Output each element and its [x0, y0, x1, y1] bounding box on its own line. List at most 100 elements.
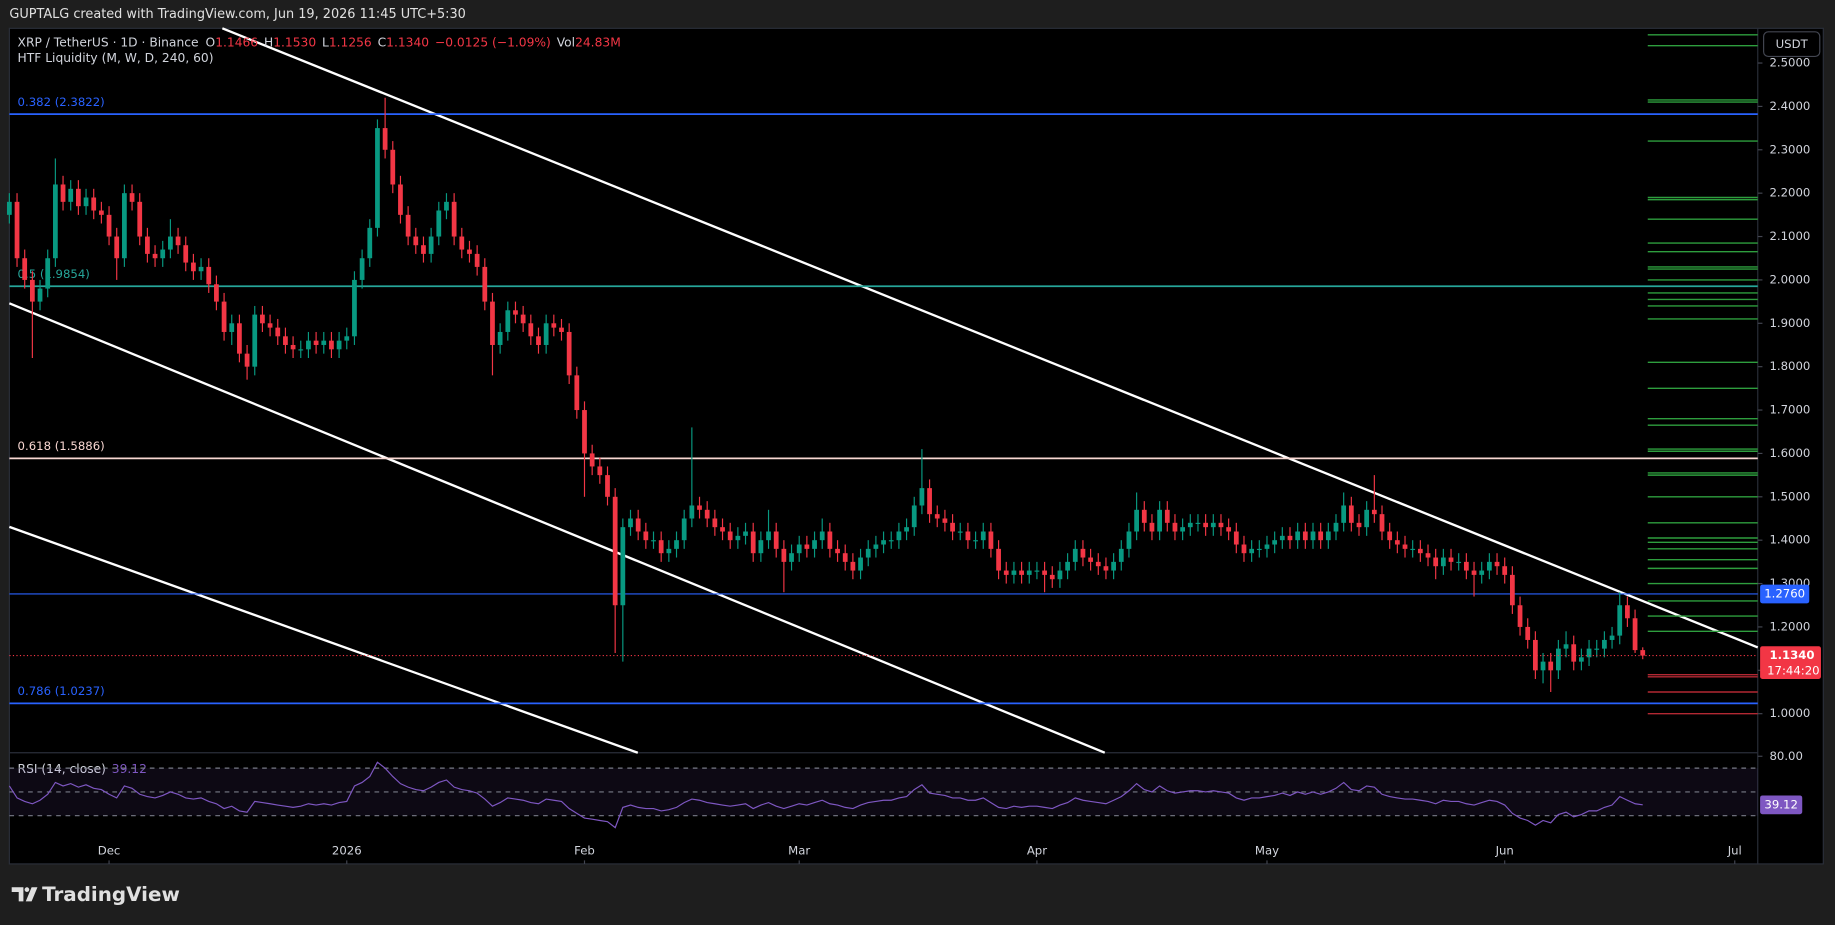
- candle-body: [605, 475, 610, 497]
- high-value: 1.1530: [273, 35, 316, 49]
- candle-body: [1065, 561, 1070, 571]
- candle-body: [459, 236, 465, 250]
- candle-body: [520, 314, 526, 324]
- candle-body: [1088, 557, 1093, 562]
- candle-body: [260, 314, 265, 324]
- countdown: 17:44:20: [1767, 663, 1820, 677]
- candle-body: [1042, 570, 1047, 575]
- fib-label: 0.382 (2.3822): [18, 95, 105, 109]
- candle-body: [198, 266, 204, 272]
- candle-body: [651, 540, 656, 542]
- candle-body: [896, 531, 902, 541]
- candle-body: [812, 540, 817, 549]
- candle-body: [1425, 553, 1431, 558]
- candle-body: [1632, 618, 1638, 651]
- unit-button[interactable]: [1763, 31, 1821, 57]
- candle-body: [1187, 522, 1193, 528]
- close-value: 1.1340: [386, 35, 429, 49]
- candle-body: [781, 548, 787, 562]
- candle-body: [45, 258, 51, 289]
- candle-body: [1126, 531, 1132, 549]
- candle-body: [1433, 557, 1439, 567]
- candle-body: [766, 531, 771, 541]
- candle-body: [1218, 522, 1224, 528]
- candle-body: [52, 184, 58, 259]
- y-tick-label: 1.8000: [1769, 359, 1810, 373]
- volume-value: 24.83M: [575, 35, 621, 49]
- candle-body: [1548, 661, 1554, 671]
- candle-body: [1226, 527, 1232, 532]
- indicator-name: HTF Liquidity (M, W, D, 240, 60): [18, 51, 214, 65]
- candle-body: [666, 548, 672, 554]
- trend-lines: [8, 27, 1759, 754]
- candle-body: [1141, 509, 1147, 523]
- candle-body: [306, 340, 311, 350]
- candle-body: [873, 544, 879, 549]
- candle-body: [1556, 648, 1561, 671]
- candle-body: [697, 505, 702, 510]
- candle-body: [344, 336, 350, 341]
- candle-body: [689, 505, 695, 519]
- candle-body: [1103, 566, 1109, 571]
- candle-body: [428, 236, 434, 254]
- close-label: C: [378, 35, 387, 49]
- y-tick-label: 2.5000: [1769, 56, 1810, 70]
- unit-label[interactable]: USDT: [1776, 37, 1809, 51]
- candle-body: [1571, 644, 1577, 662]
- logo-icon: [11, 887, 38, 902]
- candle-body: [681, 518, 687, 541]
- candle-body: [160, 249, 166, 259]
- candle-body: [60, 184, 66, 202]
- candle-body: [6, 201, 12, 215]
- candle-body: [1195, 522, 1201, 524]
- high-label: H: [264, 35, 273, 49]
- candle-body: [1310, 531, 1316, 541]
- candle-body: [129, 193, 135, 202]
- candle-body: [1602, 639, 1607, 649]
- candle-body: [1241, 544, 1247, 554]
- candle-body: [122, 193, 127, 259]
- x-tick-label: 2026: [332, 844, 362, 858]
- rsi-title: RSI (14, close): [18, 762, 106, 776]
- y-tick-label: 1.5000: [1769, 489, 1810, 503]
- candle-body: [513, 310, 518, 315]
- candle-body: [1586, 648, 1592, 658]
- candle-body: [1249, 548, 1255, 554]
- low-label: L: [322, 35, 329, 49]
- candle-body: [1410, 548, 1416, 551]
- candle-body: [1625, 605, 1630, 619]
- candle-body: [1256, 548, 1262, 551]
- hline-label: 1.2760: [1764, 586, 1805, 600]
- candle-body: [674, 540, 679, 549]
- legend: XRP / TetherUS · 1D · Binance O1.1466 H1.1…: [18, 35, 621, 49]
- candle-body: [1387, 531, 1393, 541]
- y-tick-label: 1.7000: [1769, 403, 1810, 417]
- candle-body: [14, 201, 20, 259]
- candle-body: [1640, 650, 1646, 656]
- candle-body: [267, 323, 273, 328]
- candle-body: [1095, 561, 1101, 567]
- candle-body: [1448, 557, 1454, 562]
- y-tick-label: 1.9000: [1769, 316, 1810, 330]
- candle-body: [313, 340, 319, 345]
- candle-body: [1210, 522, 1216, 528]
- logo-dot: [24, 887, 30, 892]
- candle-body: [888, 540, 894, 542]
- candle-body: [214, 284, 219, 302]
- candle-body: [620, 527, 626, 606]
- rsi-value-label: 39.12: [1764, 797, 1797, 811]
- y-tick-label: 2.4000: [1769, 99, 1810, 113]
- symbol: XRP / TetherUS · 1D · Binance: [18, 35, 199, 49]
- candle-body: [942, 518, 948, 523]
- candle-body: [1057, 570, 1063, 580]
- candle-body: [137, 201, 143, 237]
- last-price-label: 1.1340: [1769, 648, 1814, 662]
- candle-body: [1026, 570, 1032, 575]
- fib-label: 0.786 (1.0237): [18, 684, 105, 698]
- chart-area: [8, 27, 1824, 865]
- candle-body: [1164, 509, 1170, 523]
- candle-body: [1540, 661, 1546, 671]
- candle-body: [919, 488, 925, 506]
- x-tick-label: May: [1255, 844, 1279, 858]
